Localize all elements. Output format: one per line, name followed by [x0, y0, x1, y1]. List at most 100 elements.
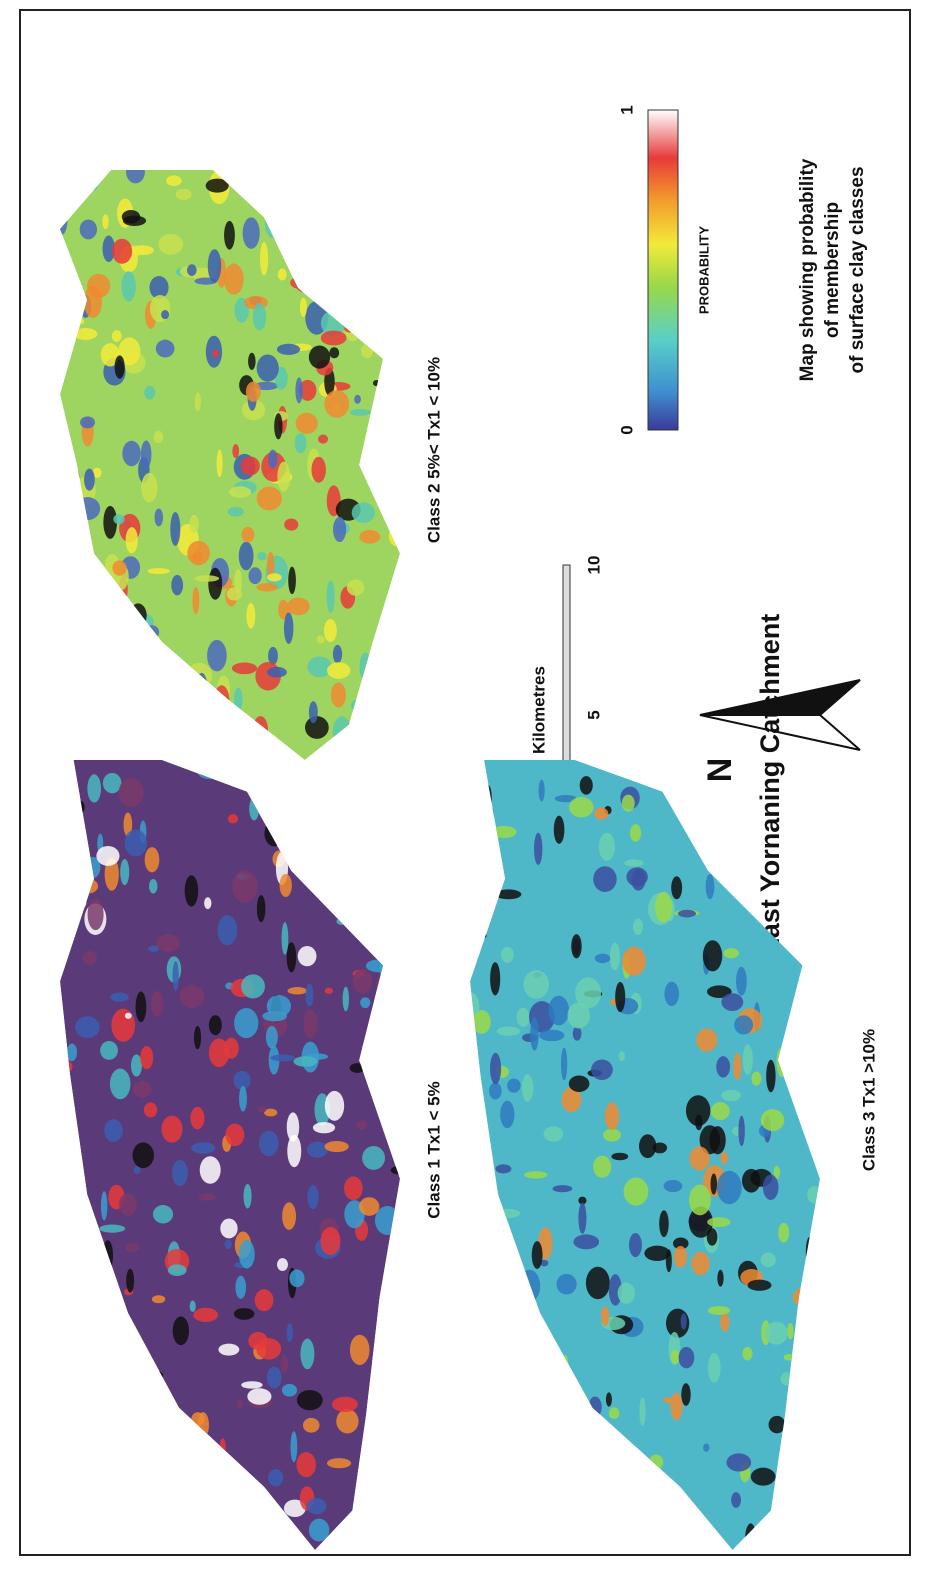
map-patch [493, 1324, 512, 1354]
map-patch [670, 1502, 678, 1515]
map-patch [267, 667, 287, 678]
map-patch [228, 507, 244, 517]
map-patch [256, 583, 277, 591]
map-patch [471, 932, 487, 939]
map-patch [589, 1397, 602, 1418]
map-patch [699, 793, 719, 811]
map-patch [195, 1458, 214, 1490]
map-patch [544, 1126, 564, 1141]
map-patch [144, 1102, 157, 1117]
map-patch [463, 1313, 484, 1335]
map-patch [161, 1116, 182, 1143]
map-patch [500, 1101, 514, 1128]
map-subtitle: of membership [822, 202, 843, 338]
map-patch [390, 1016, 396, 1028]
map-patch [734, 1015, 753, 1034]
map-patch [282, 922, 289, 955]
map-patch [244, 1507, 250, 1539]
map-patch [75, 1260, 99, 1276]
map-patch [234, 687, 242, 711]
map-patch [287, 1323, 293, 1342]
map-patch [664, 982, 679, 1006]
map-patch [792, 1035, 805, 1044]
map-patch [609, 1407, 620, 1419]
map-patch [85, 1522, 92, 1531]
map-patch [103, 1240, 113, 1270]
map-patch [575, 1537, 584, 1561]
map-patch [103, 773, 122, 793]
map-patch [736, 967, 747, 996]
map-patch [601, 1306, 609, 1326]
map-patch [140, 1046, 153, 1069]
map-patch [187, 264, 197, 276]
map-patch [793, 915, 804, 942]
map-patch [681, 1313, 687, 1329]
map-patch [298, 813, 321, 837]
map-patch [190, 1107, 204, 1130]
map-patch [323, 174, 348, 185]
map-patch [295, 433, 307, 453]
map-patch [149, 879, 157, 893]
map-patch [709, 1126, 725, 1154]
map-patch [220, 1219, 237, 1239]
map-patch [192, 587, 199, 614]
map-patch [255, 1289, 274, 1311]
map-patch [266, 1026, 278, 1049]
map-patch [311, 457, 325, 483]
map-patch [172, 1160, 188, 1186]
map-patch [80, 582, 99, 590]
map-patch [327, 580, 335, 613]
map-patch [289, 1269, 304, 1287]
map-patch [140, 647, 149, 672]
map-patch [185, 875, 198, 906]
map-patch [789, 758, 804, 791]
map-patch [685, 801, 697, 812]
map-patch [296, 413, 318, 434]
map-patch [260, 242, 268, 276]
map-patch [104, 1119, 123, 1142]
map-patch [490, 1053, 501, 1084]
map-patch [232, 870, 258, 902]
map-patch [268, 1469, 283, 1486]
map-patch [55, 513, 72, 521]
map-patch [388, 596, 404, 628]
map-patch [328, 257, 342, 286]
map-patch [331, 682, 346, 707]
map-patch [349, 806, 373, 837]
map-patch [721, 1090, 741, 1101]
map-patch [277, 462, 290, 492]
map-patch [691, 1252, 709, 1275]
map-patch [309, 1519, 329, 1542]
map-patch [368, 225, 380, 257]
map-patch [126, 1487, 151, 1516]
map-patch [366, 269, 386, 279]
map-patch [49, 1494, 72, 1523]
map-patch [633, 918, 643, 935]
map-patch [624, 1177, 649, 1205]
map-patch [297, 1390, 323, 1410]
map-patch [309, 701, 318, 723]
map-patch [305, 984, 313, 1007]
map-patch [259, 1543, 280, 1555]
map-patch [387, 853, 408, 886]
map-patch [239, 1240, 255, 1268]
map-patch [720, 1312, 729, 1331]
map-patch [261, 1526, 271, 1558]
map-patch [280, 874, 292, 897]
map-patch [153, 1205, 173, 1223]
map-patch [793, 1439, 816, 1452]
map-patch [189, 515, 199, 533]
map-patch [111, 1009, 135, 1042]
map-patch [248, 567, 261, 584]
map-patch [595, 954, 611, 963]
map-patch [316, 635, 324, 643]
map-patch [488, 1274, 512, 1296]
map-patch [670, 1488, 676, 1495]
map-patch [75, 1016, 100, 1038]
map-patch [241, 456, 260, 475]
map-patch [220, 1438, 226, 1458]
map-patch [306, 244, 328, 260]
map-patch [241, 1381, 262, 1388]
map-patch [208, 568, 222, 600]
map-patch [342, 859, 350, 882]
